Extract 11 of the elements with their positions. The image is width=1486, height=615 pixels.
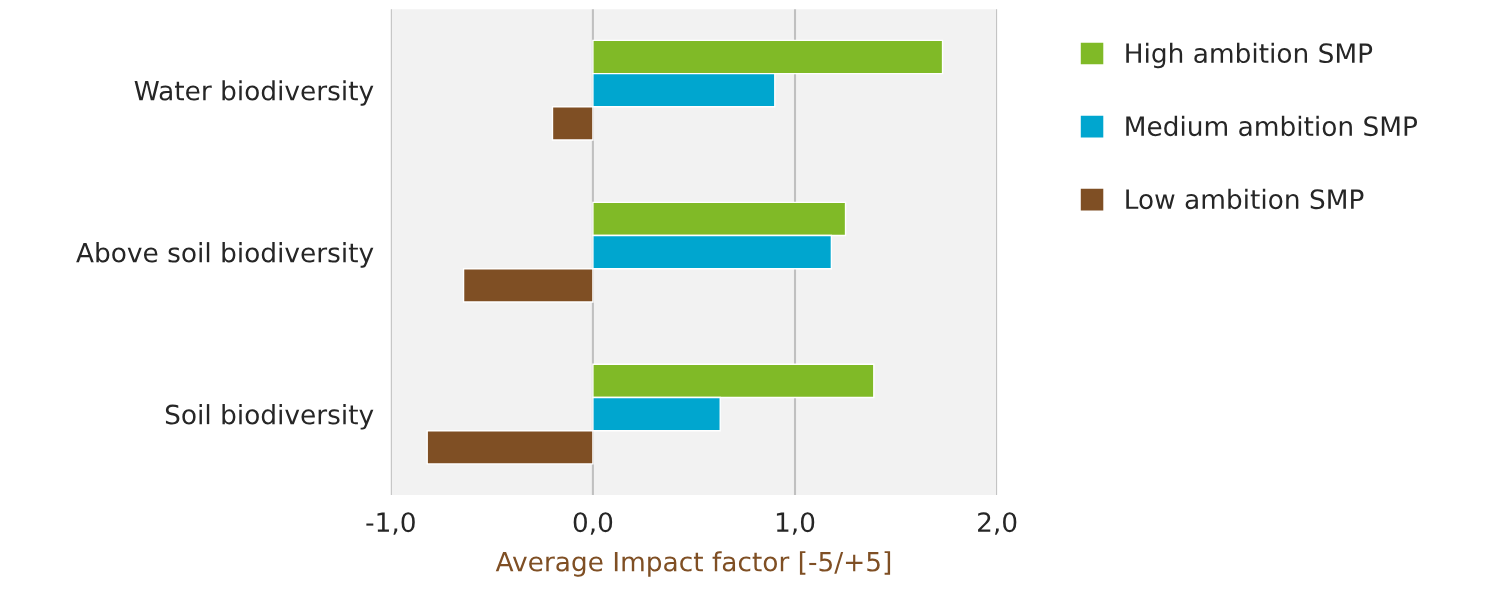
x-tick-label: 0,0 <box>573 512 613 535</box>
x-axis-title: Average Impact factor [-5/+5] <box>495 551 891 577</box>
legend-label: Medium ambition SMP <box>1126 115 1418 137</box>
y-tick-label: Water biodiversity <box>134 80 374 106</box>
legend-label: High ambition SMP <box>1126 42 1373 69</box>
x-tick-label: 1,0 <box>776 512 815 535</box>
y-tick-label: Soil biodiversity <box>165 404 374 430</box>
y-tick-label: Above soil biodiversity <box>76 242 374 268</box>
x-tick-label: -1,0 <box>366 512 415 535</box>
legend-label: Low ambition SMP <box>1126 188 1364 210</box>
x-tick-label: 2,0 <box>978 512 1017 535</box>
